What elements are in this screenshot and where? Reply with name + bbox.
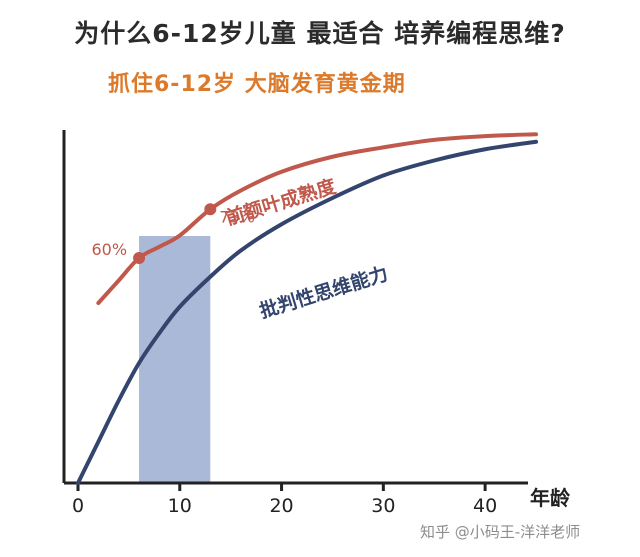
series-critical-thinking	[76, 139, 538, 485]
page-title: 为什么6-12岁儿童 最适合 培养编程思维?	[74, 19, 566, 48]
highlight-band-6-12	[139, 236, 211, 483]
watermark: 知乎 @小码王-洋洋老师	[420, 523, 581, 541]
data-point-label: 73%	[219, 207, 255, 226]
x-axis-label: 年龄	[530, 486, 571, 510]
data-point-label: 60%	[92, 240, 128, 259]
x-ticks: 0 10 20 30 40	[72, 483, 497, 517]
series-label-critical-thinking: 批判性思维能力	[257, 262, 391, 323]
annotations: 60% 73%	[92, 203, 255, 264]
page-subtitle: 抓住6-12岁 大脑发育黄金期	[108, 72, 406, 97]
data-point-marker	[204, 203, 217, 216]
x-tick-label: 30	[371, 495, 395, 517]
x-tick-label: 40	[473, 495, 497, 517]
data-point-marker	[133, 252, 146, 264]
x-tick-label: 0	[72, 495, 84, 517]
x-tick-label: 10	[168, 495, 192, 517]
axes	[62, 130, 528, 485]
x-tick-label: 20	[269, 495, 293, 517]
